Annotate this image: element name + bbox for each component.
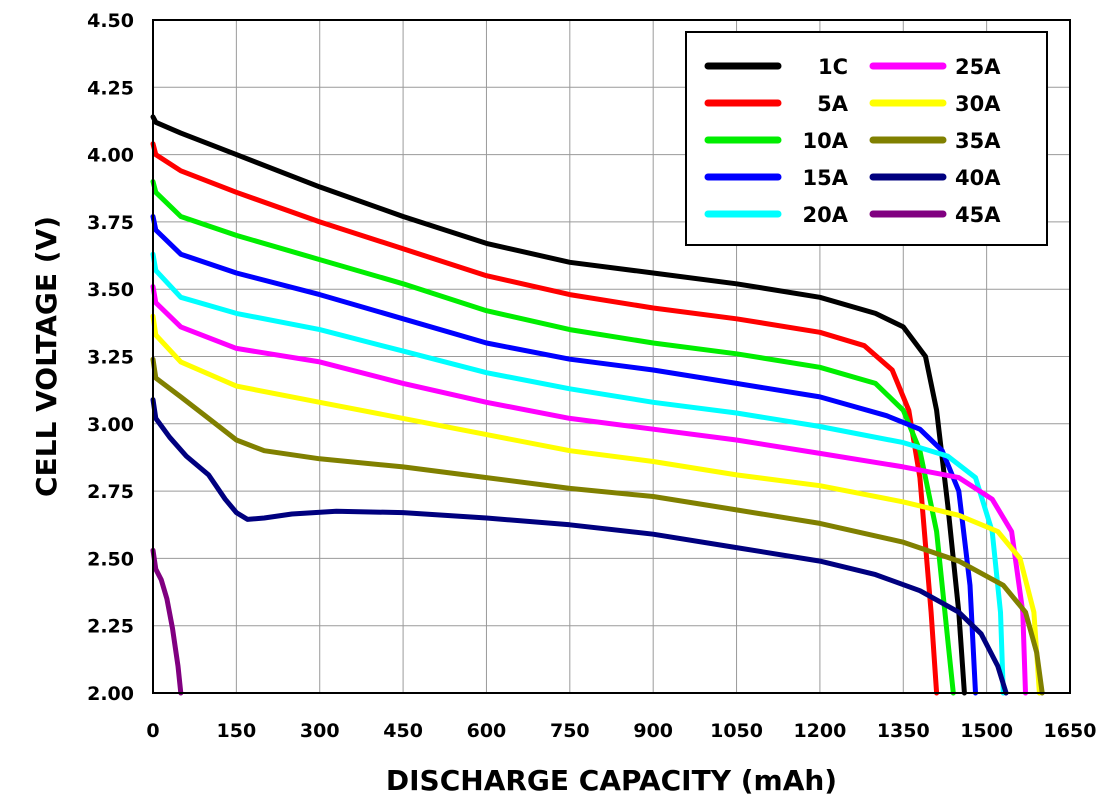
y-tick-label: 3.75: [87, 212, 134, 234]
series-line-25a: [150, 284, 1028, 696]
y-tick-label: 2.00: [87, 683, 134, 705]
series-line-1c: [150, 114, 967, 696]
legend-label-1c: 1C: [818, 55, 848, 79]
legend-label-35a: 35A: [955, 129, 1001, 153]
legend-label-25a: 25A: [955, 55, 1001, 79]
series-line-15a: [150, 214, 978, 696]
legend: 1C 5A 10A 15A 20A 25A 30A 35A 40A 45A: [685, 31, 1048, 246]
legend-label-45a: 45A: [955, 203, 1001, 227]
legend-label-15a: 15A: [803, 166, 849, 190]
x-tick-labels: 0 150 300 450 600 750 900 1050 1200 1350 1500 1650: [146, 720, 1096, 742]
x-axis-title: DISCHARGE CAPACITY (mAh): [386, 764, 837, 797]
legend-label-10a: 10A: [803, 129, 849, 153]
series-lines: [150, 114, 1045, 696]
legend-label-30a: 30A: [955, 92, 1001, 116]
x-tick-label: 0: [146, 720, 159, 742]
series-line-10a: [150, 179, 956, 696]
legend-label-40a: 40A: [955, 166, 1001, 190]
y-tick-labels: 2.00 2.25 2.50 2.75 3.00 3.25 3.50 3.75 4.00 4.25…: [87, 10, 134, 705]
plot-area-frame: [152, 19, 1071, 694]
y-axis-title: CELL VOLTAGE (V): [30, 216, 63, 497]
x-tick-label: 900: [633, 720, 673, 742]
x-tick-label: 750: [550, 720, 590, 742]
legend-label-5a: 5A: [817, 92, 849, 116]
x-tick-label: 1500: [960, 720, 1013, 742]
legend-label-20a: 20A: [803, 203, 849, 227]
y-tick-label: 2.75: [87, 481, 134, 503]
series-line-30a: [150, 313, 1042, 696]
y-tick-label: 4.25: [87, 77, 134, 99]
y-tick-label: 4.50: [87, 10, 134, 32]
y-tick-label: 2.50: [87, 548, 134, 570]
series-line-40a: [150, 397, 1009, 696]
y-tick-label: 4.00: [87, 145, 134, 167]
y-tick-label: 3.25: [87, 347, 134, 369]
x-tick-label: 150: [217, 720, 257, 742]
x-tick-label: 1350: [877, 720, 930, 742]
x-tick-label: 1050: [710, 720, 763, 742]
y-tick-label: 3.50: [87, 279, 134, 301]
x-tick-label: 1200: [793, 720, 846, 742]
x-tick-label: 600: [467, 720, 507, 742]
series-line-35a: [150, 356, 1045, 696]
series-line-45a: [150, 547, 184, 696]
y-tick-label: 3.00: [87, 414, 134, 436]
y-tick-label: 2.25: [87, 616, 134, 638]
x-tick-label: 300: [300, 720, 340, 742]
series-line-20a: [150, 251, 1006, 696]
x-tick-label: 450: [383, 720, 423, 742]
x-tick-label: 1650: [1044, 720, 1097, 742]
